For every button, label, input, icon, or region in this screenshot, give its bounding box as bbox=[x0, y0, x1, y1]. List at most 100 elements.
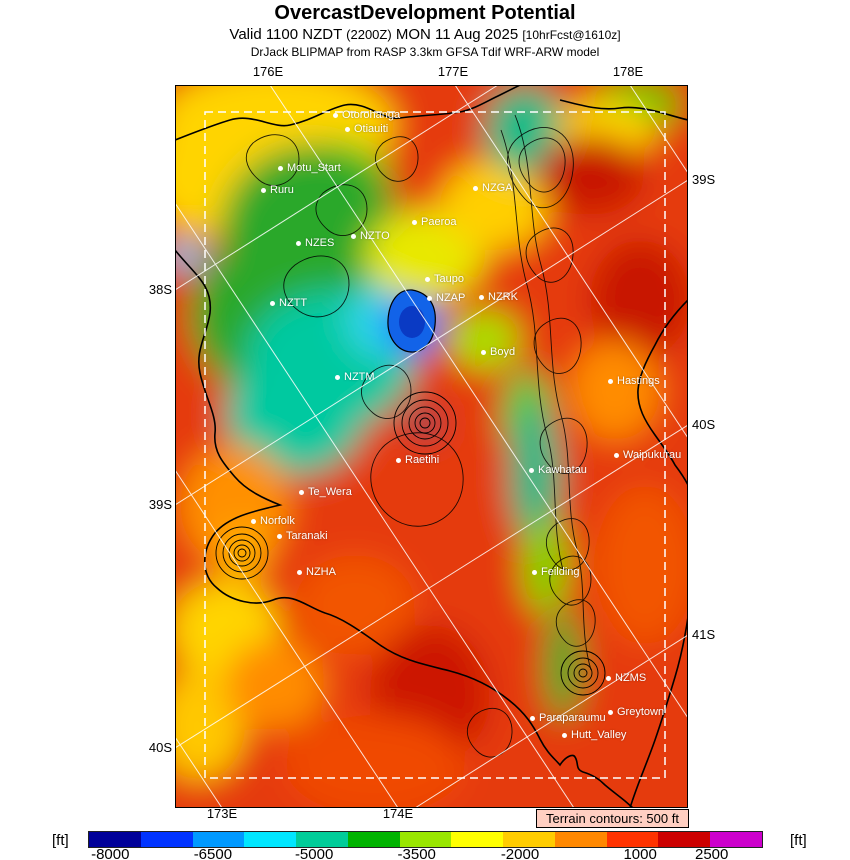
colorbar-segment-1 bbox=[140, 832, 193, 847]
station-dot bbox=[297, 569, 302, 575]
station-norfolk: Norfolk bbox=[251, 515, 295, 527]
station-nzap: NZAP bbox=[427, 292, 465, 304]
colorbar-tick--2000: -2000 bbox=[500, 846, 540, 860]
station-dot bbox=[608, 378, 613, 384]
colorbar-segment-4 bbox=[296, 832, 348, 847]
lon-label-top: 176E bbox=[252, 64, 284, 79]
lat-label-right: 41S bbox=[692, 627, 716, 642]
station-nztt: NZTT bbox=[270, 297, 307, 309]
station-label: Otiauiti bbox=[354, 123, 389, 135]
station-dot bbox=[251, 518, 256, 524]
station-dot bbox=[351, 233, 356, 239]
station-dot bbox=[345, 126, 350, 132]
colorbar-tick--3500: -3500 bbox=[397, 846, 436, 860]
station-label: Raetihi bbox=[405, 454, 440, 466]
station-dot bbox=[396, 457, 401, 463]
station-dot bbox=[427, 295, 432, 301]
colorbar-tick-1000: 1000 bbox=[623, 846, 657, 860]
station-dot bbox=[530, 715, 535, 721]
station-label: Taranaki bbox=[286, 530, 328, 542]
station-nzga: NZGA bbox=[473, 182, 513, 194]
colorbar-unit-left: [ft] bbox=[52, 832, 69, 849]
station-label: Greytown bbox=[617, 706, 665, 718]
station-label: Taupo bbox=[434, 273, 464, 285]
station-nztm: NZTM bbox=[335, 371, 375, 383]
station-label: Kawhatau bbox=[538, 464, 587, 476]
station-label: Hutt_Valley bbox=[571, 729, 627, 741]
station-taranaki: Taranaki bbox=[277, 530, 328, 542]
colorbar-segment-2 bbox=[192, 832, 245, 847]
colorbar-tick--5000: -5000 bbox=[294, 846, 334, 860]
model-line: DrJack BLIPMAP from RASP 3.3km GFSA Tdif… bbox=[250, 45, 600, 59]
colorbar-segment-5 bbox=[347, 832, 400, 847]
station-label: Motu_Start bbox=[287, 162, 341, 174]
valid-date: MON 11 Aug 2025 bbox=[395, 26, 519, 43]
station-hutt_valley: Hutt_Valley bbox=[562, 729, 626, 741]
colorbar-segment-3 bbox=[244, 832, 297, 847]
station-nzha: NZHA bbox=[297, 566, 336, 578]
station-dot bbox=[299, 489, 304, 495]
forecast-tag: [10hrFcst@1610z] bbox=[522, 28, 621, 42]
station-label: Hastings bbox=[617, 375, 660, 387]
mt-ruapehu-contours bbox=[393, 391, 457, 455]
station-dot bbox=[270, 300, 275, 306]
colorbar-segment-7 bbox=[451, 832, 504, 847]
colorbar-tick--8000: -8000 bbox=[91, 846, 130, 860]
colorbar-segment-0 bbox=[89, 832, 141, 847]
station-feilding: Feilding bbox=[532, 566, 580, 578]
lat-label-right: 39S bbox=[692, 172, 716, 187]
station-otiauiti: Otiauiti bbox=[345, 123, 388, 135]
station-ruru: Ruru bbox=[261, 184, 294, 196]
station-dot bbox=[333, 112, 338, 118]
station-dot bbox=[412, 219, 417, 225]
station-label: NZAP bbox=[436, 292, 466, 304]
station-label: NZRK bbox=[488, 291, 518, 303]
colorbar-segment-12 bbox=[710, 832, 762, 847]
station-label: Norfolk bbox=[260, 515, 295, 527]
lat-label-left: 38S bbox=[148, 282, 172, 297]
station-label: Te_Wera bbox=[308, 486, 352, 498]
station-label: NZTO bbox=[360, 230, 390, 242]
station-taupo: Taupo bbox=[425, 273, 464, 285]
station-label: Waipukurau bbox=[623, 449, 682, 461]
station-dot bbox=[277, 533, 282, 539]
station-label: NZTT bbox=[279, 297, 308, 309]
map-border bbox=[175, 85, 688, 808]
colorbar-segment-9 bbox=[554, 832, 607, 847]
station-paraparaumu: Paraparaumu bbox=[530, 712, 606, 724]
station-label: Boyd bbox=[490, 346, 516, 358]
station-dot bbox=[614, 452, 619, 458]
colorbar-segment-11 bbox=[658, 832, 711, 847]
station-nzto: NZTO bbox=[351, 230, 390, 242]
station-dot bbox=[562, 732, 567, 738]
station-paeroa: Paeroa bbox=[412, 216, 456, 228]
station-te_wera: Te_Wera bbox=[299, 486, 352, 498]
station-hastings: Hastings bbox=[608, 375, 660, 387]
station-boyd: Boyd bbox=[481, 346, 515, 358]
domain-boundary bbox=[204, 111, 666, 779]
station-dot bbox=[532, 569, 537, 575]
station-waipukurau: Waipukurau bbox=[614, 449, 681, 461]
potential-field bbox=[175, 85, 688, 808]
station-label: NZHA bbox=[306, 566, 336, 578]
station-otorohanga: Otorohanga bbox=[333, 109, 400, 121]
terrain-contour-note: Terrain contours: 500 ft bbox=[536, 809, 689, 828]
station-dot bbox=[479, 294, 484, 300]
station-dot bbox=[425, 276, 430, 282]
station-dot bbox=[473, 185, 478, 191]
tararua-contours bbox=[560, 650, 606, 696]
station-dot bbox=[481, 349, 486, 355]
graticule-lines bbox=[175, 85, 688, 808]
valid-utc: (2200Z) bbox=[346, 27, 392, 42]
lon-label-top: 178E bbox=[612, 64, 644, 79]
station-nzrk: NZRK bbox=[479, 291, 518, 303]
station-nzes: NZES bbox=[296, 237, 334, 249]
station-dot bbox=[335, 374, 340, 380]
station-label: NZMS bbox=[615, 672, 647, 684]
colorbar-segment-10 bbox=[606, 832, 659, 847]
lat-label-left: 40S bbox=[148, 740, 172, 755]
station-label: NZTM bbox=[344, 371, 375, 383]
colorbar-unit-right: [ft] bbox=[790, 832, 807, 849]
station-label: NZGA bbox=[482, 182, 513, 194]
